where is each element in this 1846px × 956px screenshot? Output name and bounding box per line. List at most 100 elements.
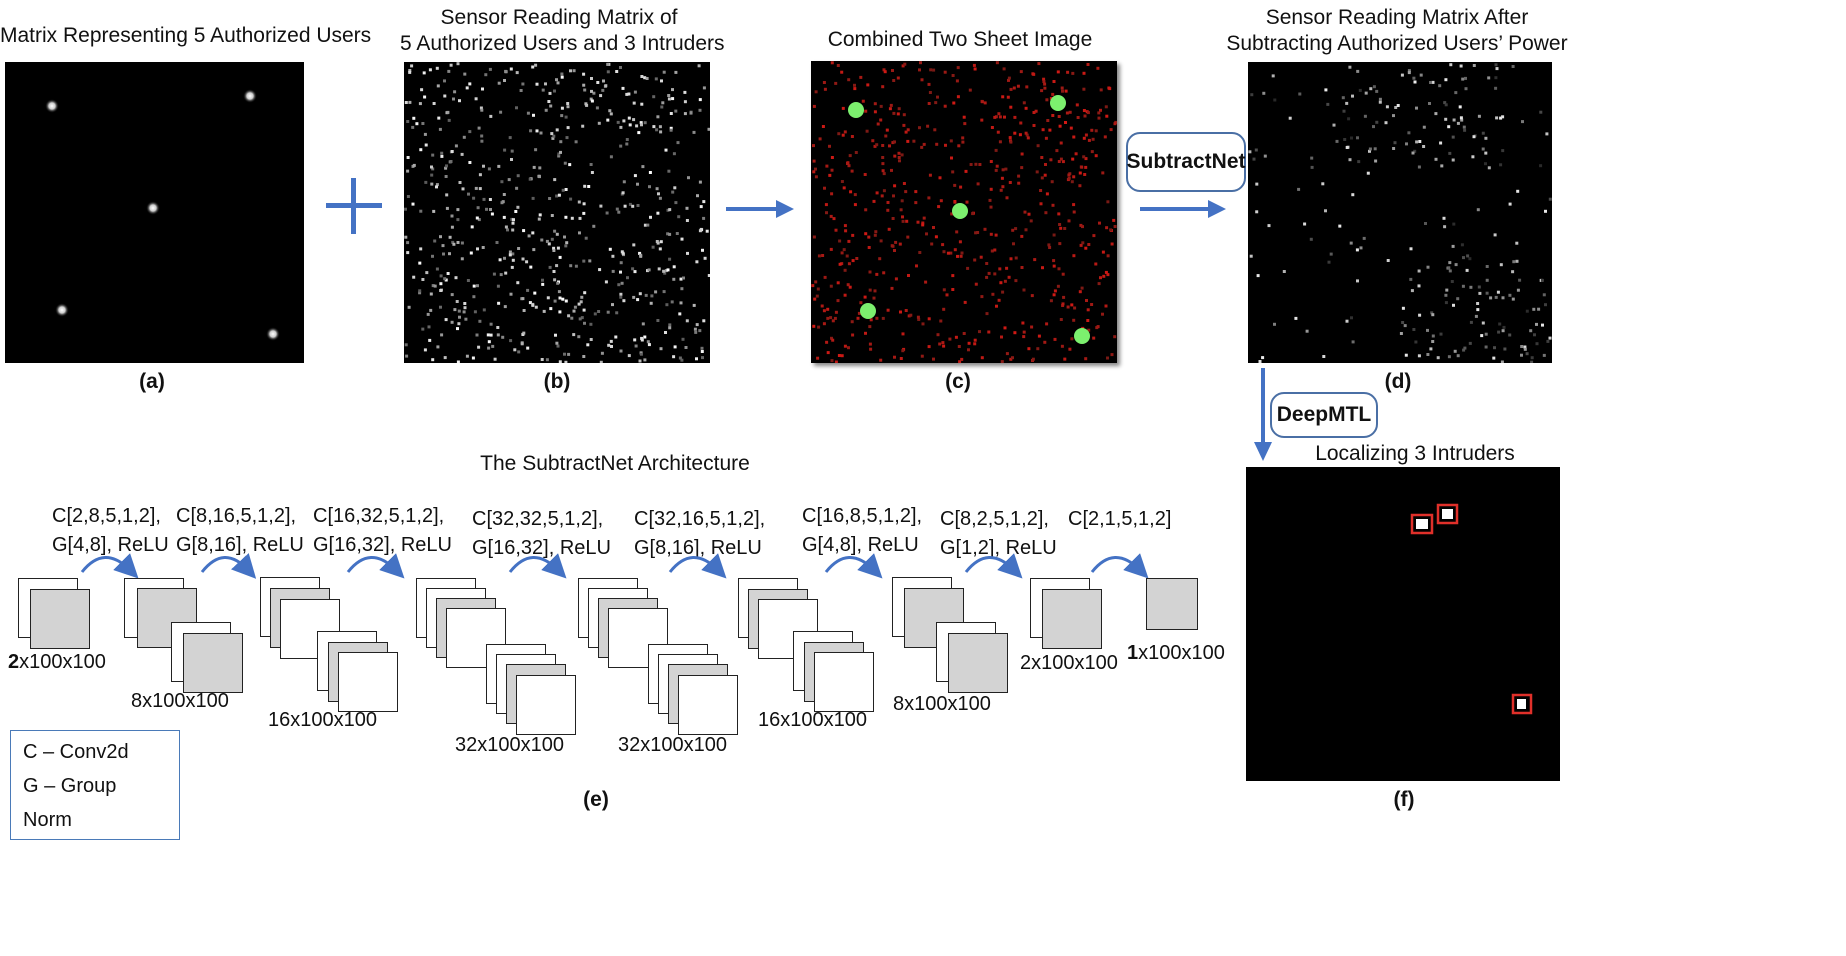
sensor-pixel <box>1007 275 1011 279</box>
sensor-pixel <box>1061 89 1064 93</box>
curved-arrow-icon <box>964 553 1023 579</box>
sensor-pixel <box>465 354 469 358</box>
sensor-pixel <box>1422 145 1426 148</box>
op-label: C[16,32,5,1,2], G[16,32], ReLU <box>313 505 452 556</box>
sensor-pixel <box>922 142 926 146</box>
sensor-pixel <box>521 297 525 301</box>
sensor-pixel <box>882 68 886 72</box>
sensor-pixel <box>549 104 553 108</box>
sensor-pixel <box>1515 259 1519 263</box>
sensor-pixel <box>621 191 625 195</box>
sensor-pixel <box>561 188 565 192</box>
sensor-pixel <box>574 264 578 268</box>
sensor-pixel <box>440 333 444 337</box>
sensor-pixel <box>558 360 562 363</box>
sensor-pixel <box>456 218 460 222</box>
sensor-pixel <box>558 296 562 300</box>
sensor-pixel <box>445 193 449 197</box>
sensor-pixel <box>586 343 590 347</box>
sensor-pixel <box>528 177 532 181</box>
sensor-pixel <box>521 82 525 86</box>
sensor-pixel <box>884 134 888 138</box>
sensor-pixel <box>868 342 872 346</box>
sensor-pixel <box>514 210 518 213</box>
sensor-pixel <box>868 270 872 274</box>
sensor-pixel <box>581 124 585 128</box>
authorized-user-marker <box>848 102 864 118</box>
sensor-pixel <box>547 242 551 246</box>
sensor-pixel <box>1401 306 1405 310</box>
sensor-pixel <box>610 345 613 348</box>
sensor-pixel <box>654 290 658 294</box>
sensor-pixel <box>698 329 702 333</box>
sensor-pixel <box>883 70 887 74</box>
sensor-pixel <box>942 307 946 311</box>
sensor-pixel <box>976 182 980 186</box>
sensor-pixel <box>1057 267 1061 271</box>
sensor-pixel <box>639 352 643 356</box>
sensor-pixel <box>1252 157 1256 161</box>
sensor-pixel <box>1489 296 1493 300</box>
sensor-pixel <box>537 217 541 221</box>
sensor-pixel <box>580 295 584 299</box>
sensor-pixel <box>842 248 846 252</box>
sensor-pixel <box>1040 156 1044 159</box>
sensor-pixel <box>542 309 546 313</box>
sensor-pixel <box>1297 187 1301 191</box>
sensor-pixel <box>1043 86 1047 90</box>
curved-arrow-icon <box>80 553 139 579</box>
sensor-pixel <box>841 106 845 110</box>
sensor-pixel <box>848 154 852 158</box>
sensor-pixel <box>582 355 586 358</box>
sensor-pixel <box>692 303 696 307</box>
sensor-pixel <box>1468 257 1472 261</box>
sensor-pixel <box>560 75 564 79</box>
sensor-pixel <box>550 132 554 136</box>
sensor-pixel <box>1108 87 1112 91</box>
sensor-pixel <box>561 297 565 301</box>
sensor-pixel <box>682 276 685 280</box>
sensor-pixel <box>535 129 539 133</box>
sensor-pixel <box>428 68 432 72</box>
sensor-pixel <box>1405 142 1408 146</box>
sensor-pixel <box>892 194 895 198</box>
sensor-pixel <box>960 357 964 361</box>
sensor-pixel <box>1508 202 1512 206</box>
sensor-pixel <box>648 171 652 174</box>
sensor-pixel <box>677 215 681 219</box>
sensor-pixel <box>927 82 931 86</box>
sensor-pixel <box>659 347 663 351</box>
sensor-pixel <box>698 180 702 184</box>
sensor-pixel <box>580 316 584 320</box>
sensor-pixel <box>645 77 649 80</box>
sensor-pixel <box>664 331 667 334</box>
sensor-pixel <box>1084 157 1088 161</box>
sensor-pixel <box>1364 91 1368 95</box>
sensor-pixel <box>695 323 699 327</box>
sensor-pixel <box>502 215 506 219</box>
sensor-pixel <box>1422 125 1426 129</box>
sensor-pixel <box>412 163 416 167</box>
sensor-pixel <box>619 292 623 296</box>
sensor-pixel <box>868 288 872 292</box>
shape-label: 8x100x100 <box>893 693 991 715</box>
sensor-pixel <box>1452 118 1456 122</box>
sensor-pixel <box>404 235 408 239</box>
sensor-pixel <box>1063 357 1067 361</box>
sensor-pixel <box>1525 352 1529 356</box>
sensor-pixel <box>825 340 829 344</box>
sensor-pixel <box>943 70 947 74</box>
sensor-pixel <box>527 234 531 238</box>
sensor-pixel <box>1050 180 1054 184</box>
sensor-pixel <box>498 258 502 262</box>
sensor-pixel <box>1106 254 1110 258</box>
sensor-pixel <box>650 294 654 298</box>
sensor-pixel <box>418 289 422 293</box>
sensor-pixel <box>439 305 442 309</box>
sensor-pixel <box>440 154 444 158</box>
sensor-pixel <box>435 183 439 187</box>
sensor-pixel <box>1082 155 1086 159</box>
sensor-pixel <box>1350 316 1353 320</box>
sensor-pixel <box>1110 242 1114 246</box>
sensor-pixel <box>615 311 619 315</box>
